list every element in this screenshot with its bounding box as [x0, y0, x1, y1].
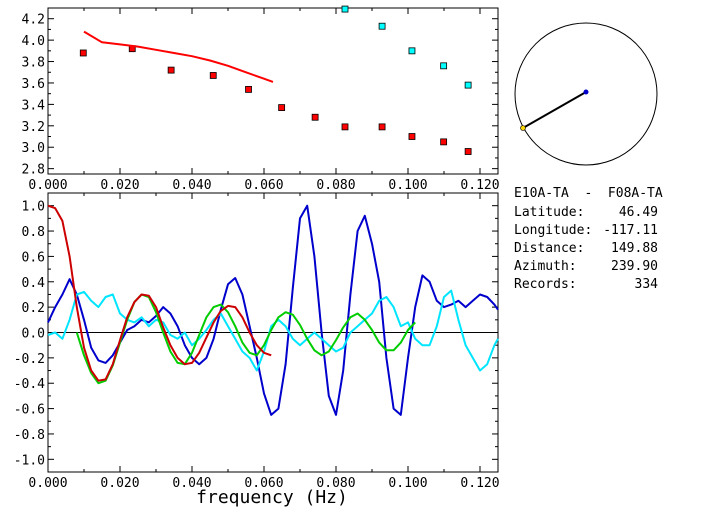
series-line-3 [47, 204, 272, 382]
distance-row: Distance: 149.88 [514, 241, 658, 256]
location-map [514, 22, 658, 166]
y-tick-label: 4.0 [22, 34, 45, 49]
latitude-label: Latitude: [514, 205, 585, 220]
x-tick-label: 0.000 [28, 476, 67, 491]
y-tick-label: -0.8 [14, 428, 45, 443]
data-point-1 [408, 47, 416, 55]
dispersion-panel: 2.8 3.0 3.2 3.4 3.6 3.8 4.0 4.2 0.000 0.020 0.040… [22, 5, 500, 193]
y-tick-label: 3.0 [22, 141, 45, 156]
y-tick-label: 0.0 [22, 327, 45, 342]
station-b-marker [520, 125, 526, 131]
x-axis-label: frequency (Hz) [196, 487, 348, 508]
records-label: Records: [514, 277, 577, 292]
y-tick-label: 0.6 [22, 250, 45, 265]
x-tick-label: 0.080 [316, 476, 355, 491]
y-tick-label: 2.8 [22, 163, 45, 178]
y-tick-label: -0.2 [14, 352, 45, 367]
station-a-marker [583, 89, 589, 95]
data-point-0 [408, 133, 416, 140]
data-point-0 [311, 113, 319, 121]
data-point-0 [79, 49, 87, 57]
top-plot-frame [47, 7, 499, 175]
records-value: 334 [634, 277, 658, 292]
distance-label: Distance: [514, 241, 585, 256]
data-point-1 [378, 22, 386, 30]
x-tick-label: 0.060 [244, 178, 283, 193]
data-point-0 [245, 85, 252, 93]
x-tick-label: 0.040 [172, 178, 211, 193]
x-tick-label: 0.020 [100, 476, 139, 491]
latitude-row: Latitude: 46.49 [514, 205, 658, 220]
data-point-0 [167, 66, 175, 74]
correlation-panel: 1.0 0.8 0.6 0.4 0.2 0.0 -0.2 -0.4 -0.6 -0.8 -1.0 0… [14, 192, 500, 508]
data-point-0 [278, 104, 286, 111]
y-tick-label: 1.0 [22, 200, 45, 215]
x-tick-label: 0.120 [460, 476, 499, 491]
y-tick-label: -1.0 [14, 453, 45, 468]
azimuth-value: 239.90 [611, 259, 658, 274]
y-tick-label: 0.4 [22, 276, 46, 291]
azimuth-label: Azimuth: [514, 259, 577, 274]
y-tick-label: 3.2 [22, 120, 45, 135]
x-tick-label: 0.060 [244, 476, 283, 491]
y-tick-label: 3.8 [22, 56, 45, 71]
latitude-value: 46.49 [618, 205, 658, 220]
x-tick-label: 0.000 [28, 178, 67, 193]
y-tick-label: -0.6 [14, 403, 45, 418]
x-tick-label: 0.040 [172, 476, 211, 491]
distance-value: 149.88 [611, 241, 658, 256]
station-path-line [522, 91, 587, 129]
x-tick-label: 0.100 [388, 476, 427, 491]
data-point-0 [440, 138, 448, 146]
series-line-2 [83, 30, 274, 83]
x-tick-label: 0.080 [316, 178, 355, 193]
station-pair: E10A-TA - F08A-TA [514, 186, 663, 201]
data-point-1 [464, 81, 472, 89]
data-point-1 [440, 62, 448, 70]
data-point-0 [378, 123, 386, 131]
data-point-0 [209, 72, 217, 79]
y-tick-label: 4.2 [22, 13, 45, 28]
y-tick-label: 0.2 [22, 301, 45, 316]
series-line-0 [47, 204, 499, 416]
y-tick-label: 0.8 [22, 225, 45, 240]
longitude-value: -117.11 [603, 223, 658, 238]
azimuth-row: Azimuth: 239.90 [514, 259, 658, 274]
y-tick-label: 3.4 [22, 98, 46, 113]
y-tick-label: -0.4 [14, 377, 45, 392]
x-tick-label: 0.020 [100, 178, 139, 193]
x-tick-label: 0.120 [460, 178, 499, 193]
longitude-label: Longitude: [514, 223, 593, 238]
y-tick-label: 3.6 [22, 77, 45, 92]
data-point-0 [341, 123, 349, 131]
data-point-1 [341, 5, 349, 13]
longitude-row: Longitude: -117.11 [514, 223, 658, 238]
data-point-0 [464, 148, 472, 155]
records-row: Records: 334 [514, 277, 658, 292]
map-circle [514, 22, 658, 166]
x-tick-label: 0.100 [388, 178, 427, 193]
